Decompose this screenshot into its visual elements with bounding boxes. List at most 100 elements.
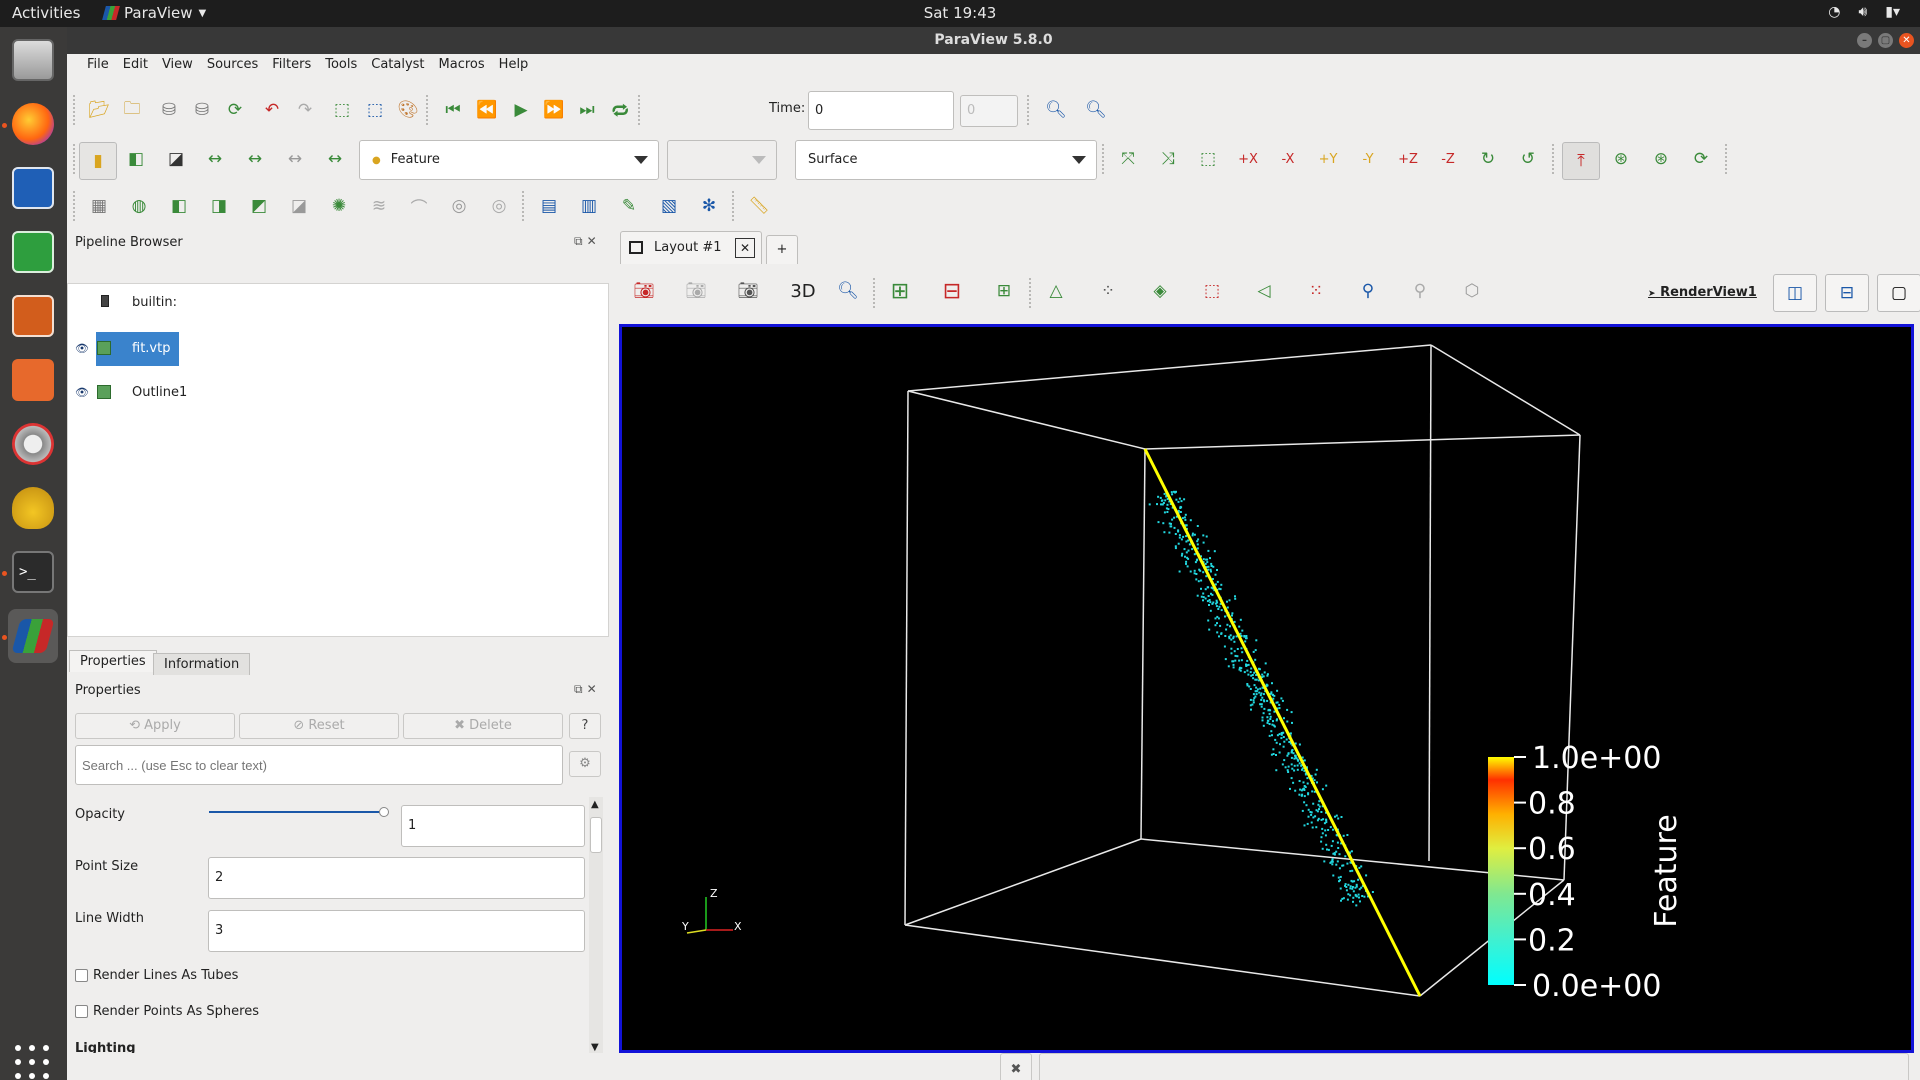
toggle-3d-button[interactable]: 3D <box>790 280 816 302</box>
view-minus-x-icon[interactable]: -X <box>1281 151 1295 167</box>
play-icon[interactable]: ▶ <box>514 100 528 120</box>
rescale-temporal-icon[interactable]: ↔ <box>247 149 263 169</box>
activities-button[interactable]: Activities <box>12 4 81 22</box>
properties-search-input[interactable] <box>75 745 563 785</box>
calculator-icon[interactable]: ▦ <box>90 196 108 216</box>
camera-undo-icon[interactable]: ⬚ <box>333 100 351 120</box>
help-button[interactable]: ? <box>569 713 601 739</box>
add-selection-icon[interactable]: ⊞ <box>890 278 910 304</box>
select-points-through-icon[interactable]: ⬚ <box>1203 281 1221 301</box>
pick-center-icon[interactable]: ⊛ <box>1653 149 1669 169</box>
spreadsheet-view-icon[interactable]: ▤ <box>540 196 558 216</box>
connect-icon[interactable]: ⛁ <box>161 100 177 120</box>
select-points-on-icon[interactable]: ⁘ <box>1100 281 1116 301</box>
apply-button[interactable]: ⟲ Apply <box>75 713 235 739</box>
point-size-input[interactable]: 2 <box>208 857 585 899</box>
scroll-up-icon[interactable]: ▲ <box>591 799 599 810</box>
extract-subset-icon[interactable]: ◪ <box>290 196 308 216</box>
reload-icon[interactable]: ⟳ <box>227 100 243 120</box>
open-icon[interactable]: 📂︎ <box>88 100 110 120</box>
view-plus-z-icon[interactable]: +Z <box>1398 151 1418 167</box>
camera-redo-view-icon[interactable]: 📷︎ <box>685 281 707 301</box>
camera-redo-icon[interactable]: ⬚ <box>366 100 384 120</box>
warp-icon[interactable]: ⌒ <box>410 198 428 219</box>
line-width-input[interactable]: 3 <box>208 910 585 952</box>
clip-icon[interactable]: ◧ <box>170 196 188 216</box>
extract-level-icon[interactable]: ◎ <box>491 196 507 216</box>
opacity-slider[interactable] <box>209 802 389 822</box>
menu-catalyst[interactable]: Catalyst <box>371 57 425 72</box>
menu-file[interactable]: File <box>87 57 109 72</box>
time-input[interactable]: 0 <box>808 91 954 130</box>
clear-selection-icon[interactable]: ⬡ <box>1464 281 1480 301</box>
undo-icon[interactable]: ↶ <box>264 100 280 120</box>
component-dropdown[interactable] <box>667 140 777 180</box>
tab-information[interactable]: Information <box>153 653 251 675</box>
slider-handle[interactable] <box>379 807 389 817</box>
histogram-icon[interactable]: ▧ <box>660 196 678 216</box>
menu-sources[interactable]: Sources <box>206 57 259 72</box>
pipeline-item-outline1[interactable]: 👁︎ Outline1 <box>68 376 608 410</box>
tab-layout-1[interactable]: Layout #1 ✕ <box>620 231 762 264</box>
close-button[interactable]: ✕ <box>1899 33 1914 48</box>
center-axes-icon[interactable]: ⊛ <box>1613 149 1629 169</box>
show-applications-button[interactable] <box>15 1045 51 1080</box>
select-polygon-icon[interactable]: ◁ <box>1257 281 1271 301</box>
slice-icon[interactable]: ◨ <box>210 196 228 216</box>
representation-dropdown[interactable]: Surface <box>795 140 1097 180</box>
timestep-spinbox[interactable]: 0 <box>960 95 1018 127</box>
view-minus-z-icon[interactable]: -Z <box>1441 151 1455 167</box>
writer-launcher[interactable] <box>8 163 58 213</box>
menu-filters[interactable]: Filters <box>272 57 312 72</box>
loop-icon[interactable]: 🔁︎ <box>611 102 629 122</box>
render-view[interactable]: Z Y X 1.0e+00 0.8 0.6 0.4 0.2 0.0e+00 Fe <box>619 324 1914 1053</box>
calc-launcher[interactable] <box>8 227 58 277</box>
interactive-select-icon[interactable]: ⚲ <box>1361 281 1375 301</box>
last-frame-icon[interactable]: ⏭ <box>579 100 595 120</box>
edit-color-map-icon[interactable]: ◧ <box>127 149 145 169</box>
maximize-view-icon[interactable]: ▢ <box>1877 274 1920 312</box>
panel-controls[interactable]: ⧉✕ <box>574 682 601 697</box>
reset-center-icon[interactable]: ⟳ <box>1693 149 1709 169</box>
toggle-color-legend-icon[interactable]: ▮ <box>79 142 117 180</box>
menu-view[interactable]: View <box>161 57 193 72</box>
group-icon[interactable]: ◎ <box>451 196 467 216</box>
clock[interactable]: Sat 19:43 <box>923 4 997 22</box>
previous-frame-icon[interactable]: ⏪ <box>476 100 498 120</box>
hover-points-icon[interactable]: ⚲ <box>1413 281 1427 301</box>
glyph-icon[interactable]: ✺ <box>331 196 347 216</box>
contour-icon[interactable]: ◍ <box>131 196 147 216</box>
opacity-input[interactable]: 1 <box>401 805 585 847</box>
reset-button[interactable]: ⊘ Reset <box>239 713 399 739</box>
toggle-selection-icon[interactable]: ⊞ <box>996 281 1012 301</box>
ruler-icon[interactable]: 📏︎ <box>748 196 770 216</box>
impress-launcher[interactable] <box>8 291 58 341</box>
rescale-visible-icon[interactable]: ↔ <box>287 149 303 169</box>
float-panel-icon[interactable]: ⧉ <box>574 234 587 248</box>
subtract-selection-icon[interactable]: ⊟ <box>942 278 962 304</box>
find-data-plus-icon[interactable]: 🔍︎ <box>1085 100 1107 120</box>
split-vertical-icon[interactable]: ⊟ <box>1825 274 1869 312</box>
reset-range-icon[interactable]: ◪ <box>167 149 185 169</box>
close-panel-icon[interactable]: ✕ <box>586 682 601 696</box>
close-panel-icon[interactable]: ✕ <box>586 234 601 248</box>
select-cells-on-icon[interactable]: △ <box>1049 281 1063 301</box>
menu-tools[interactable]: Tools <box>325 57 358 72</box>
disconnect-icon[interactable]: ⛁ <box>194 100 210 120</box>
select-cells-through-icon[interactable]: ◈ <box>1153 281 1167 301</box>
terminal-launcher[interactable]: >_ <box>8 547 58 597</box>
capture-screenshot-icon[interactable]: 📷︎ <box>737 281 759 301</box>
pipeline-item-builtin[interactable]: builtin: <box>68 286 608 320</box>
scrollbar-thumb[interactable] <box>590 817 602 853</box>
render-view-label[interactable]: ➤ RenderView1 <box>1648 285 1757 300</box>
minimize-button[interactable]: – <box>1857 33 1872 48</box>
stream-tracer-icon[interactable]: ≋ <box>371 196 387 216</box>
teapot-launcher[interactable] <box>8 483 58 533</box>
app-menu[interactable]: ParaView ▼ <box>102 4 206 22</box>
find-data-icon[interactable]: 🔍︎ <box>1045 100 1067 120</box>
palette-icon[interactable]: 🎨︎ <box>397 100 419 120</box>
rescale-data-icon[interactable]: ↔ <box>327 149 343 169</box>
split-horizontal-icon[interactable]: ◫ <box>1773 274 1817 312</box>
snowflake-icon[interactable]: ✻ <box>701 196 717 216</box>
render-lines-as-tubes-checkbox[interactable] <box>75 969 88 982</box>
